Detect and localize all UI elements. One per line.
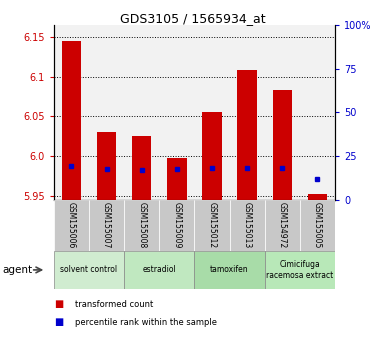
Bar [194,251,265,289]
Bar [124,251,194,289]
Text: solvent control: solvent control [60,266,117,274]
Text: tamoxifen: tamoxifen [210,266,249,274]
Bar [264,251,335,289]
Bar [159,200,194,251]
Bar [89,200,124,251]
Text: GSM155009: GSM155009 [172,201,181,248]
Bar [203,112,222,200]
Bar [132,136,151,200]
Text: ■: ■ [54,299,63,309]
Text: GSM155008: GSM155008 [137,201,146,248]
Bar [229,200,265,251]
Bar [238,70,257,200]
Text: ■: ■ [54,317,63,327]
Bar [62,41,81,200]
Bar [124,200,159,251]
Bar [194,200,229,251]
Text: GSM154972: GSM154972 [278,201,287,248]
Text: agent: agent [2,265,32,275]
Bar [300,200,335,251]
Text: GSM155012: GSM155012 [208,201,216,248]
Bar [167,158,186,200]
Text: GSM155013: GSM155013 [243,201,252,248]
Text: GSM155006: GSM155006 [67,201,76,248]
Text: percentile rank within the sample: percentile rank within the sample [75,318,217,327]
Text: GDS3105 / 1565934_at: GDS3105 / 1565934_at [120,12,265,25]
Bar [54,200,89,251]
Bar [264,200,300,251]
Bar [308,194,327,200]
Text: estradiol: estradiol [142,266,176,274]
Text: GSM155005: GSM155005 [313,201,322,248]
Text: GSM155007: GSM155007 [102,201,111,248]
Text: transformed count: transformed count [75,300,153,309]
Bar [273,90,292,200]
Bar [54,251,124,289]
Bar [97,132,116,200]
Text: Cimicifuga
racemosa extract: Cimicifuga racemosa extract [266,260,333,280]
